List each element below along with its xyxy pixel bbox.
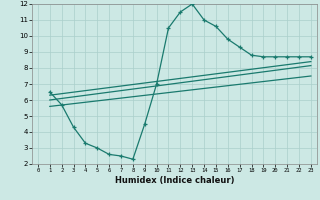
X-axis label: Humidex (Indice chaleur): Humidex (Indice chaleur)	[115, 176, 234, 185]
